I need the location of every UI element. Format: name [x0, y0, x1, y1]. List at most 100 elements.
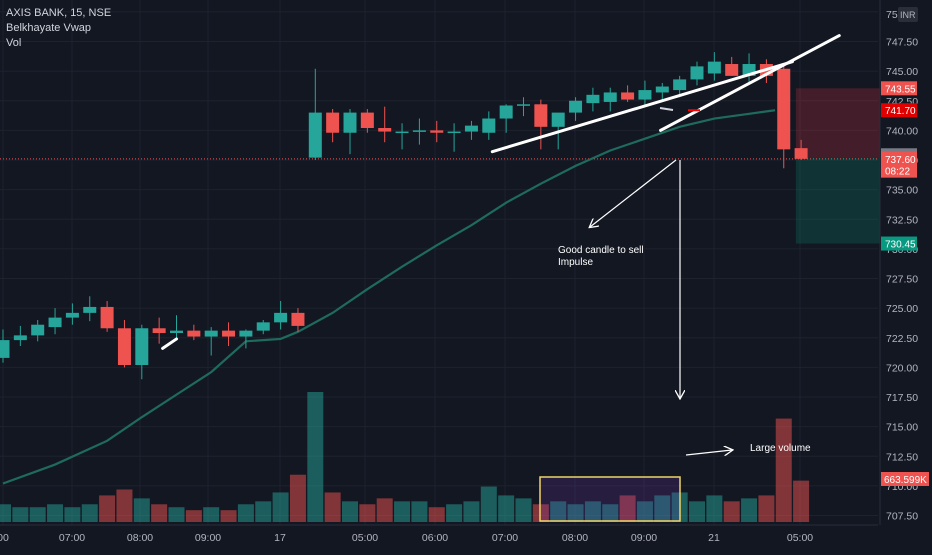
volume-bar: [307, 392, 324, 522]
y-tick-label: 747.50: [886, 37, 918, 49]
candle-body: [48, 317, 62, 328]
volume-bar: [428, 507, 445, 522]
candle-body: [187, 330, 201, 337]
candle-body: [0, 340, 10, 358]
trendline: [659, 34, 841, 132]
volume-bar: [636, 501, 653, 522]
volume-bar: [498, 495, 515, 522]
x-tick-label: 07:00: [492, 532, 518, 544]
candle-body: [326, 112, 340, 133]
volume-bar: [793, 480, 810, 522]
x-tick-label: 09:00: [631, 532, 657, 544]
volume-tag: [881, 472, 929, 486]
volume-bar: [237, 504, 254, 522]
volume-bar: [376, 498, 393, 522]
volume-bar: [723, 501, 740, 522]
candle-body: [794, 148, 808, 159]
volume-bar: [411, 501, 428, 522]
y-tick-label: 725.00: [886, 303, 918, 315]
x-tick-label: 06:00: [422, 532, 448, 544]
candle-body: [204, 330, 218, 337]
x-tick-label: 09:00: [195, 532, 221, 544]
volume-bar: [324, 492, 341, 522]
trendline: [161, 337, 178, 350]
candle-body: [360, 112, 374, 129]
volume-bar: [446, 504, 463, 522]
arrow-to-annotation: [590, 159, 677, 227]
x-tick-label: 00: [0, 532, 9, 544]
price-tag: [881, 151, 917, 166]
candle-body: [430, 130, 444, 133]
volume-bar: [480, 486, 497, 522]
candle-body: [239, 330, 253, 337]
symbol-label[interactable]: AXIS BANK, 15, NSE: [6, 7, 112, 19]
volume-bar: [255, 501, 272, 522]
volume-bar: [12, 507, 29, 522]
volume-bar: [619, 495, 636, 522]
currency-label: INR: [900, 10, 916, 20]
candle-body: [742, 64, 756, 76]
price-tag-label: 743.55: [885, 84, 916, 95]
y-tick-label: 720.00: [886, 362, 918, 374]
candle-body: [517, 104, 530, 106]
price-tag: [881, 163, 917, 178]
candle-body: [83, 306, 97, 313]
candle-body: [308, 112, 322, 158]
volume-highlight-box: [539, 476, 681, 522]
candle-body: [31, 324, 45, 336]
y-tick-label: 715.00: [886, 422, 918, 434]
volume-bar: [47, 504, 64, 522]
volume-bar: [272, 492, 289, 522]
annotation-text: Good candle to sell: [558, 245, 644, 256]
volume-bar: [133, 498, 150, 522]
y-tick-label: 712.50: [886, 451, 918, 463]
volume-bar: [463, 501, 480, 522]
candle-body: [447, 131, 461, 134]
y-tick-label: 707.50: [886, 511, 918, 523]
x-tick-label: 07:00: [59, 532, 85, 544]
y-tick-label: 735.00: [886, 185, 918, 197]
volume-bar: [289, 474, 306, 522]
candle-body: [152, 328, 166, 334]
volume-bar: [0, 504, 11, 522]
candle-body: [274, 312, 288, 323]
volume-bar: [567, 504, 584, 522]
x-tick-label: 17: [274, 532, 286, 544]
candle-body: [777, 68, 791, 150]
y-tick-label: 745.00: [886, 66, 918, 78]
y-tick-label: 740.00: [886, 125, 918, 137]
volume-label[interactable]: Vol: [6, 37, 22, 49]
price-tag-label: 08:22: [885, 167, 910, 178]
candle-body: [170, 330, 183, 334]
candle-body: [343, 112, 357, 133]
entry-marker: [659, 107, 674, 111]
volume-bar: [151, 504, 168, 522]
x-tick-label: 05:00: [352, 532, 378, 544]
x-tick-label: 05:00: [787, 532, 813, 544]
y-tick-label: 727.50: [886, 274, 918, 286]
candle-body: [412, 130, 426, 132]
volume-bar: [654, 495, 671, 522]
candle-body: [482, 118, 496, 133]
x-tick-label: 21: [708, 532, 720, 544]
volume-bar: [185, 510, 202, 522]
annotation-text: Large volume: [750, 443, 811, 454]
volume-bar: [203, 507, 220, 522]
candle-body: [464, 125, 478, 132]
indicator-label[interactable]: Belkhayate Vwap: [6, 22, 91, 34]
candle-body: [378, 128, 392, 132]
volume-bar: [775, 418, 792, 522]
candle-body: [638, 90, 652, 100]
candle-body: [117, 328, 131, 366]
annotation-text: Impulse: [558, 257, 593, 268]
y-tick-label: 732.50: [886, 214, 918, 226]
volume-bar: [706, 495, 723, 522]
y-tick-label: 722.50: [886, 333, 918, 345]
candle-body: [690, 66, 704, 80]
arrow-large-volume: [685, 450, 732, 455]
candle-body: [586, 94, 600, 104]
volume-bar: [550, 501, 567, 522]
price-tag: [881, 103, 917, 118]
